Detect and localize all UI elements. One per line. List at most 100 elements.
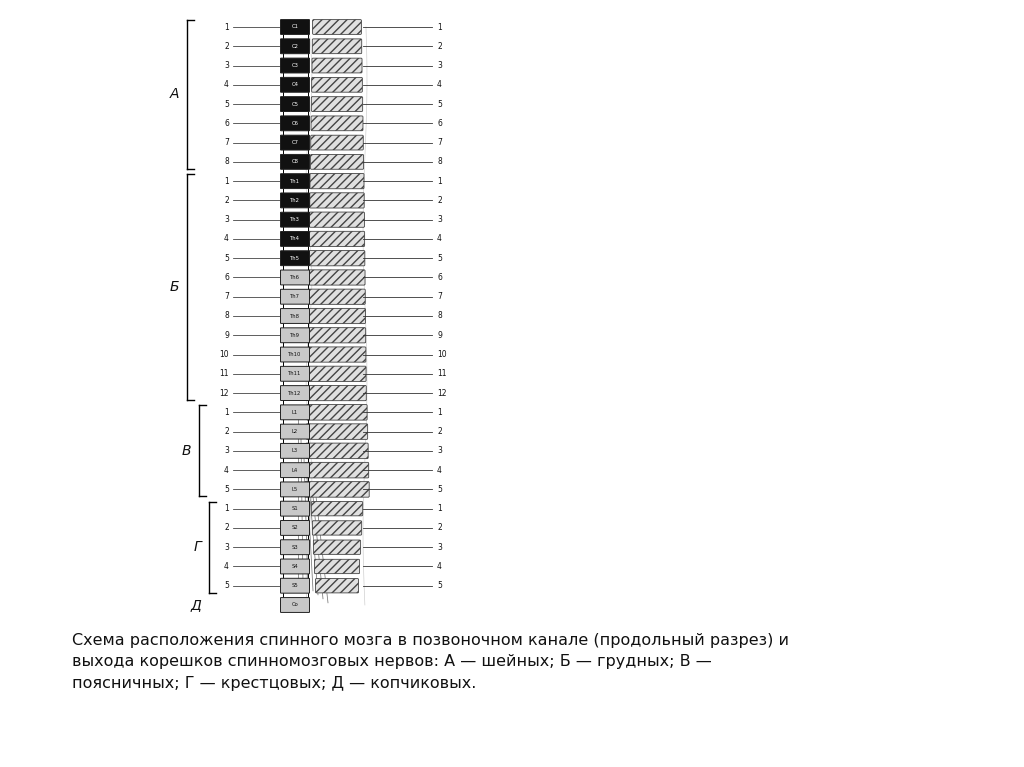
Text: 1: 1 — [224, 22, 229, 31]
Text: 3: 3 — [437, 61, 442, 70]
Text: 8: 8 — [224, 311, 229, 321]
FancyBboxPatch shape — [309, 289, 366, 304]
FancyBboxPatch shape — [309, 270, 365, 285]
Text: Th7: Th7 — [290, 295, 300, 299]
FancyBboxPatch shape — [312, 20, 361, 35]
FancyBboxPatch shape — [310, 154, 364, 170]
Text: Th12: Th12 — [289, 390, 302, 396]
Text: S3: S3 — [292, 545, 298, 550]
Text: 3: 3 — [437, 216, 442, 224]
FancyBboxPatch shape — [311, 77, 362, 92]
Text: 2: 2 — [224, 196, 229, 205]
Text: 1: 1 — [437, 176, 441, 186]
FancyBboxPatch shape — [308, 308, 366, 324]
Text: Схема расположения спинного мозга в позвоночном канале (продольный разрез) и
вых: Схема расположения спинного мозга в позв… — [72, 633, 788, 691]
FancyBboxPatch shape — [307, 404, 368, 420]
Text: 5: 5 — [224, 254, 229, 263]
Text: Th8: Th8 — [290, 314, 300, 318]
Text: 9: 9 — [437, 331, 442, 340]
Text: 4: 4 — [224, 562, 229, 571]
Text: 5: 5 — [224, 485, 229, 494]
Text: 12: 12 — [219, 389, 229, 397]
Text: 3: 3 — [437, 543, 442, 551]
Text: 8: 8 — [437, 157, 441, 166]
Text: L3: L3 — [292, 449, 298, 453]
FancyBboxPatch shape — [281, 97, 309, 111]
Text: Th6: Th6 — [290, 275, 300, 280]
Text: S5: S5 — [292, 583, 298, 588]
FancyBboxPatch shape — [312, 521, 361, 535]
FancyBboxPatch shape — [312, 39, 361, 54]
FancyBboxPatch shape — [308, 386, 367, 400]
Text: 7: 7 — [437, 292, 442, 301]
FancyBboxPatch shape — [312, 58, 362, 73]
Text: 5: 5 — [437, 100, 442, 109]
FancyBboxPatch shape — [309, 232, 365, 246]
Text: 3: 3 — [224, 543, 229, 551]
FancyBboxPatch shape — [281, 116, 309, 130]
FancyBboxPatch shape — [308, 328, 366, 343]
Text: 1: 1 — [437, 22, 441, 31]
FancyBboxPatch shape — [281, 443, 309, 459]
FancyBboxPatch shape — [281, 135, 309, 150]
Text: 7: 7 — [437, 138, 442, 147]
FancyBboxPatch shape — [314, 559, 359, 574]
FancyBboxPatch shape — [281, 39, 309, 54]
Text: C4: C4 — [292, 82, 299, 87]
FancyBboxPatch shape — [281, 173, 309, 189]
FancyBboxPatch shape — [281, 597, 309, 612]
FancyBboxPatch shape — [281, 154, 309, 170]
Text: 5: 5 — [437, 254, 442, 263]
Text: Th4: Th4 — [290, 236, 300, 242]
FancyBboxPatch shape — [309, 251, 365, 266]
Text: Th5: Th5 — [290, 255, 300, 261]
Text: 9: 9 — [224, 331, 229, 340]
Text: 4: 4 — [437, 466, 442, 475]
FancyBboxPatch shape — [281, 58, 309, 73]
Text: 1: 1 — [224, 176, 229, 186]
Text: 11: 11 — [219, 369, 229, 378]
Text: 2: 2 — [437, 523, 441, 532]
FancyBboxPatch shape — [315, 578, 358, 593]
FancyBboxPatch shape — [310, 135, 364, 150]
Text: 6: 6 — [224, 273, 229, 282]
Text: 6: 6 — [224, 119, 229, 128]
Text: 2: 2 — [437, 427, 441, 436]
FancyBboxPatch shape — [310, 173, 364, 189]
Text: Г: Г — [194, 540, 201, 555]
Text: S2: S2 — [292, 525, 298, 531]
FancyBboxPatch shape — [305, 463, 369, 478]
Text: 1: 1 — [224, 408, 229, 416]
Text: L2: L2 — [292, 429, 298, 434]
Text: C1: C1 — [292, 25, 299, 29]
Text: 12: 12 — [437, 389, 446, 397]
Text: 4: 4 — [437, 235, 442, 243]
FancyBboxPatch shape — [281, 77, 309, 92]
FancyBboxPatch shape — [281, 347, 309, 362]
Text: C3: C3 — [292, 63, 298, 68]
Text: 4: 4 — [224, 466, 229, 475]
FancyBboxPatch shape — [281, 424, 309, 439]
FancyBboxPatch shape — [281, 463, 309, 478]
FancyBboxPatch shape — [281, 328, 309, 343]
FancyBboxPatch shape — [281, 193, 309, 208]
FancyBboxPatch shape — [306, 424, 368, 439]
FancyBboxPatch shape — [281, 20, 309, 35]
Text: 2: 2 — [224, 41, 229, 51]
Text: Th10: Th10 — [289, 352, 302, 357]
Text: 5: 5 — [224, 581, 229, 591]
FancyBboxPatch shape — [281, 212, 309, 227]
Text: В: В — [181, 444, 191, 458]
FancyBboxPatch shape — [281, 386, 309, 400]
Text: Th9: Th9 — [290, 333, 300, 337]
Text: C5: C5 — [292, 101, 299, 107]
Text: 5: 5 — [224, 100, 229, 109]
Text: Th3: Th3 — [290, 217, 300, 222]
FancyBboxPatch shape — [281, 521, 309, 535]
FancyBboxPatch shape — [281, 405, 309, 420]
Text: 7: 7 — [224, 138, 229, 147]
FancyBboxPatch shape — [281, 501, 309, 516]
Text: 10: 10 — [219, 350, 229, 359]
FancyBboxPatch shape — [281, 270, 309, 285]
Text: 6: 6 — [437, 119, 442, 128]
